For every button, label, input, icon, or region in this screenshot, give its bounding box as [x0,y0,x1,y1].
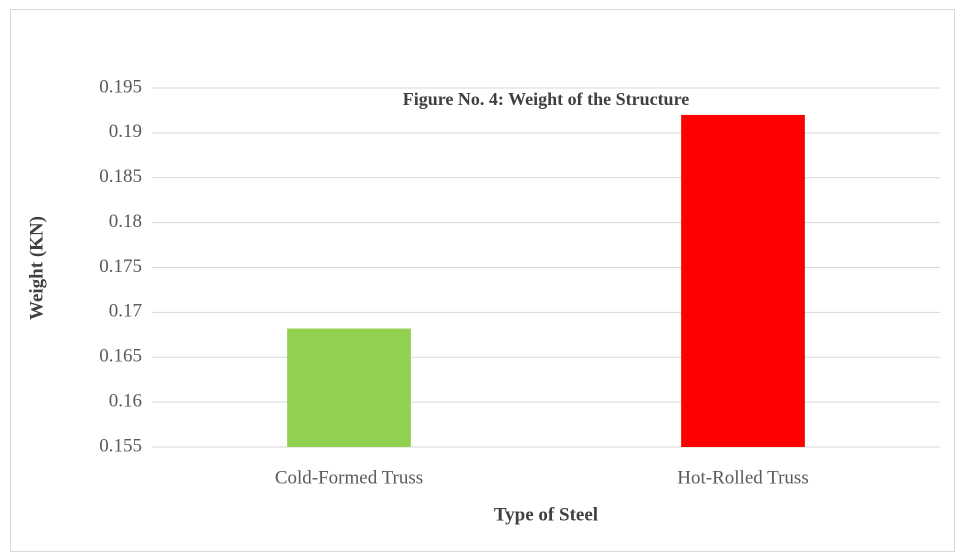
y-tick-label: 0.165 [99,346,142,367]
y-tick-label: 0.175 [99,256,142,277]
x-tick-label: Cold-Formed Truss [275,467,423,488]
y-tick-label: 0.185 [99,166,142,187]
y-tick-label: 0.19 [109,121,142,142]
x-tick-label: Hot-Rolled Truss [677,467,808,488]
y-tick-label: 0.195 [99,76,142,97]
y-tick-label: 0.17 [109,301,142,322]
bar [681,114,805,448]
y-tick-label: 0.155 [99,435,142,456]
chart-title: Figure No. 4: Weight of the Structure [403,89,689,109]
y-axis-label: Weight (KN) [26,216,47,320]
y-tick-label: 0.16 [109,390,142,411]
y-tick-label: 0.18 [109,211,142,232]
bar [287,328,411,447]
x-axis-label: Type of Steel [494,504,598,525]
